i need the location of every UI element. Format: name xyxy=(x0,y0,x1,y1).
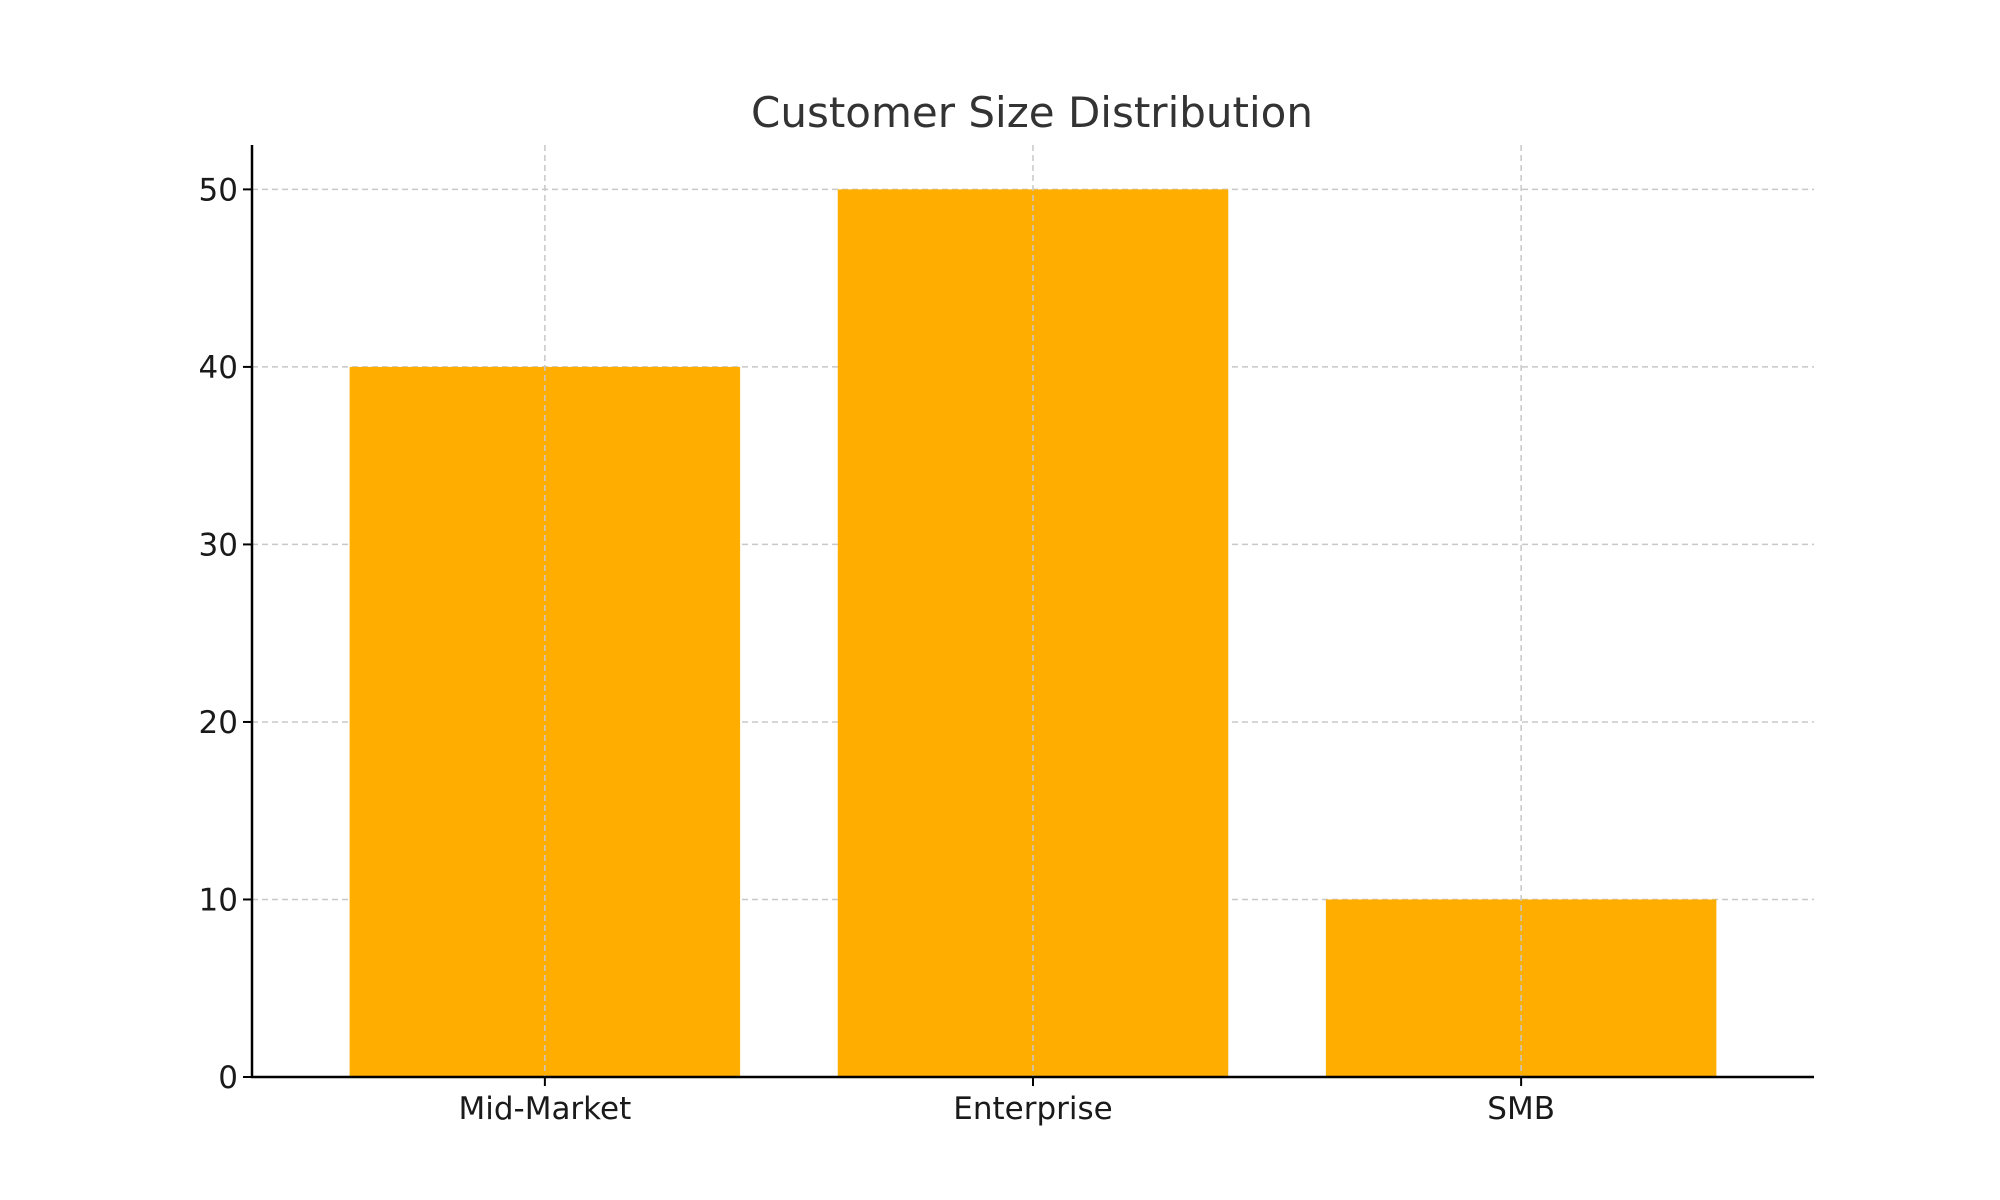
y-tick-label: 50 xyxy=(199,172,238,208)
x-tick-label: Mid-Market xyxy=(458,1091,631,1127)
y-tick-label: 10 xyxy=(199,882,238,918)
x-tick-label: Enterprise xyxy=(953,1091,1112,1127)
x-tick-label: SMB xyxy=(1487,1091,1555,1127)
bars-layer xyxy=(349,189,1717,1077)
chart-title: Customer Size Distribution xyxy=(751,88,1313,137)
bar-enterprise xyxy=(837,189,1229,1077)
y-tick-label: 40 xyxy=(199,350,238,386)
y-tick-label: 0 xyxy=(218,1060,238,1096)
y-tick-label: 30 xyxy=(199,527,238,563)
y-tick-label: 20 xyxy=(199,705,238,741)
vertical-grid-layer xyxy=(544,145,1522,1077)
axes-layer xyxy=(243,145,1814,1086)
labels-layer: 0 10 20 30 40 50 Mid-Market Enterprise SMB xyxy=(199,172,1555,1127)
